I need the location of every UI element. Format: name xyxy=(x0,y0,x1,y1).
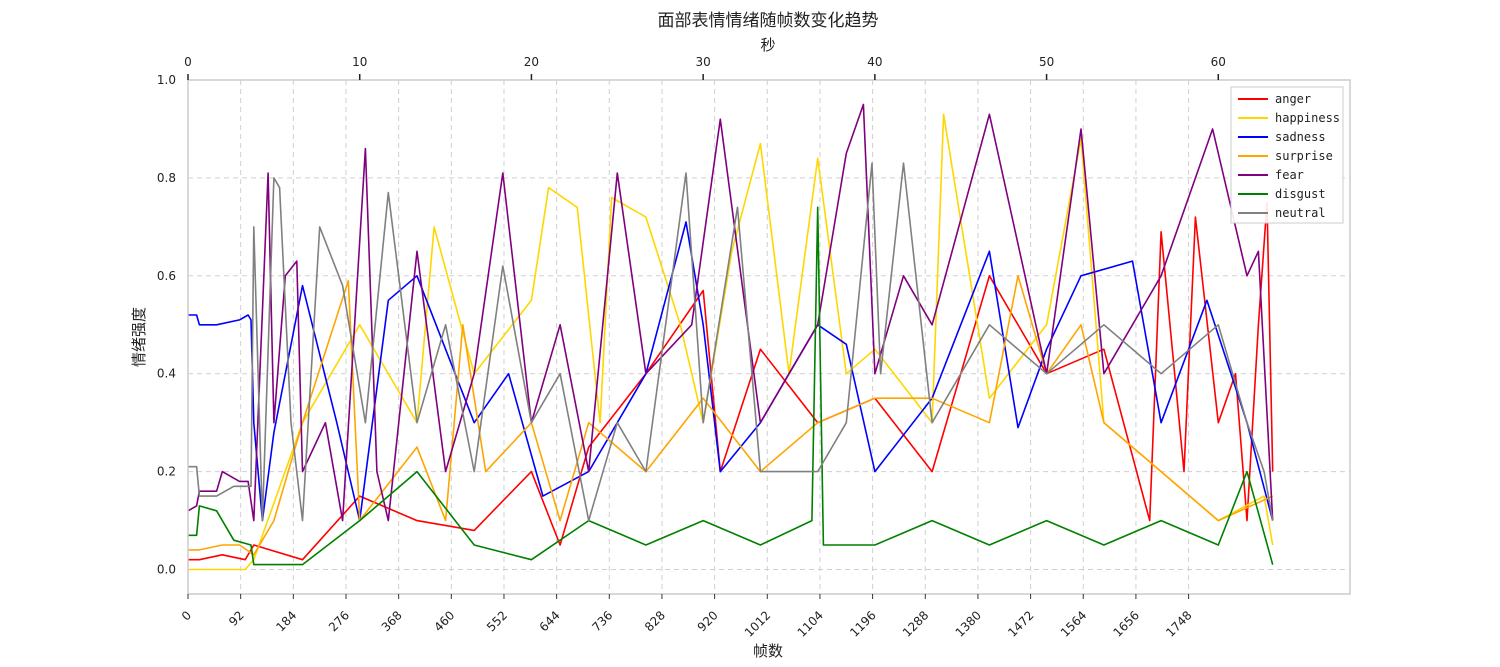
series-line-anger xyxy=(188,201,1274,561)
x2-tick-label: 40 xyxy=(867,55,882,69)
chart-title: 面部表情情绪随帧数变化趋势 xyxy=(658,11,879,31)
y-axis-title: 情绪强度 xyxy=(130,307,148,367)
series-lines xyxy=(187,103,1274,571)
x-axis-title: 帧数 xyxy=(753,642,783,660)
series-line-surprise xyxy=(188,274,1274,556)
y-tick-label: 0.8 xyxy=(157,171,176,185)
y-tick-label: 0.6 xyxy=(157,269,176,283)
legend-label-happiness: happiness xyxy=(1275,111,1340,125)
x2-tick-label: 30 xyxy=(696,55,711,69)
legend-label-sadness: sadness xyxy=(1275,130,1326,144)
series-line-neutral xyxy=(188,162,1274,522)
legend-label-anger: anger xyxy=(1275,92,1311,106)
legend-label-fear: fear xyxy=(1275,168,1304,182)
x2-tick-label: 10 xyxy=(352,55,367,69)
plot-frame xyxy=(187,79,1351,595)
legend-label-surprise: surprise xyxy=(1275,149,1333,163)
legend-label-neutral: neutral xyxy=(1275,206,1326,220)
legend: anger happiness sadness surprise fear disgust… xyxy=(1230,86,1344,224)
x2-tick-label: 50 xyxy=(1039,55,1054,69)
y-tick-label: 0.4 xyxy=(157,367,176,381)
x2-tick-label: 20 xyxy=(524,55,539,69)
legend-label-disgust: disgust xyxy=(1275,187,1326,201)
y-tick-label: 0.0 xyxy=(157,563,176,577)
y-tick-label: 1.0 xyxy=(157,73,176,87)
x2-tick-label: 60 xyxy=(1211,55,1226,69)
top-axis-title: 秒 xyxy=(760,36,775,54)
x2-tick-label: 0 xyxy=(184,55,192,69)
series-line-disgust xyxy=(188,206,1274,566)
y-tick-label: 0.2 xyxy=(157,465,176,479)
